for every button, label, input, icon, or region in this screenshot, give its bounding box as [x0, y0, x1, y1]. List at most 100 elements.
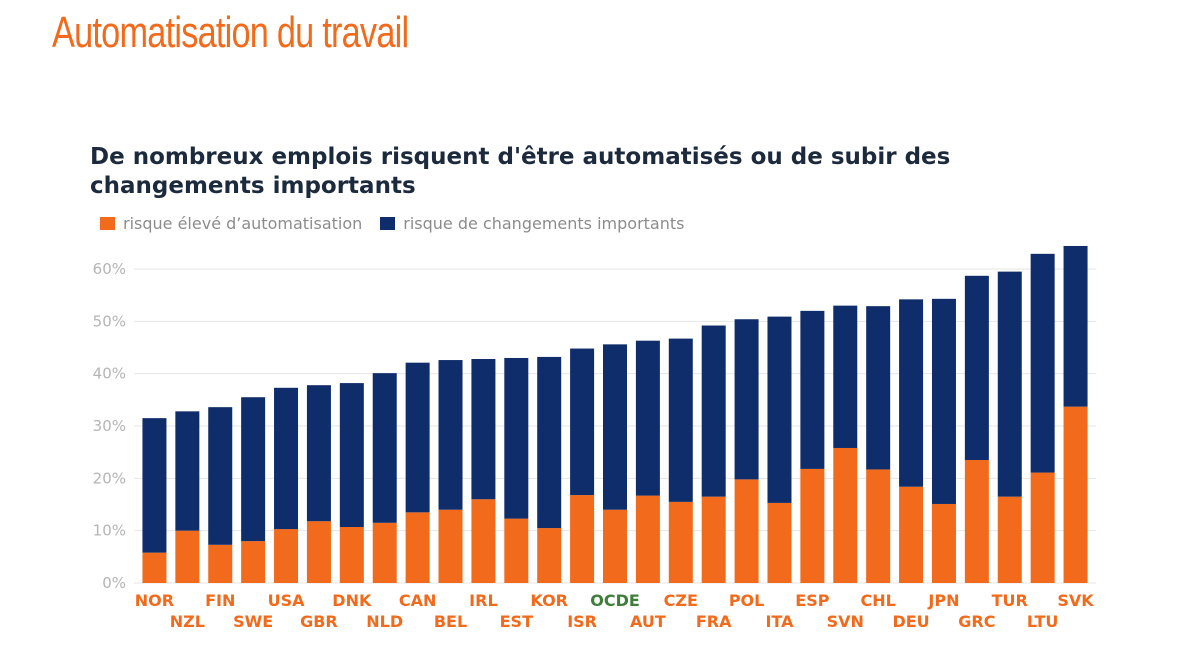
y-tick-label: 0% — [102, 574, 126, 592]
bar-changes-ltu — [1030, 253, 1055, 473]
page-title: Automatisation du travail — [52, 8, 409, 57]
bar-changes-isr — [570, 348, 595, 496]
x-tick-label-est: EST — [500, 612, 533, 631]
bar-changes-pol — [734, 319, 759, 480]
x-tick-label-nld: NLD — [366, 612, 403, 631]
bar-automation-esp — [800, 468, 825, 583]
bar-changes-nor — [142, 418, 167, 553]
bar-automation-swe — [241, 541, 266, 583]
x-tick-label-grc: GRC — [958, 612, 995, 631]
bar-changes-bel — [438, 360, 463, 510]
bar-changes-usa — [274, 387, 299, 530]
bar-changes-grc — [964, 275, 989, 461]
bar-changes-gbr — [306, 385, 331, 522]
x-tick-label-svn: SVN — [827, 612, 864, 631]
chart-legend: risque élevé d’automatisation risque de … — [100, 214, 684, 233]
y-tick-label: 60% — [93, 260, 126, 278]
bar-changes-cze — [668, 338, 693, 502]
bar-automation-deu — [899, 486, 924, 583]
bar-automation-kor — [537, 528, 562, 583]
legend-label-automation: risque élevé d’automatisation — [123, 214, 363, 233]
x-tick-label-chl: CHL — [861, 591, 896, 610]
legend-item-changes: risque de changements importants — [380, 214, 684, 233]
bar-automation-tur — [997, 496, 1022, 583]
bar-automation-nld — [372, 522, 397, 583]
bar-changes-chl — [866, 306, 891, 470]
bar-automation-svn — [833, 447, 858, 583]
bar-changes-tur — [997, 271, 1022, 497]
y-tick-label: 20% — [93, 469, 126, 487]
bar-changes-esp — [800, 310, 825, 469]
bar-automation-nor — [142, 552, 167, 583]
y-tick-label: 50% — [93, 312, 126, 330]
bar-automation-chl — [866, 469, 891, 583]
bar-automation-svk — [1063, 406, 1088, 583]
bar-automation-bel — [438, 509, 463, 583]
x-tick-label-ltu: LTU — [1027, 612, 1058, 631]
bar-automation-nzl — [175, 530, 200, 583]
x-tick-label-pol: POL — [729, 591, 765, 610]
bar-automation-ltu — [1030, 472, 1055, 583]
bar-changes-deu — [899, 299, 924, 487]
bar-changes-jpn — [931, 298, 956, 504]
x-tick-label-dnk: DNK — [332, 591, 372, 610]
x-tick-label-bel: BEL — [434, 612, 467, 631]
x-tick-label-isr: ISR — [567, 612, 597, 631]
x-tick-label-ita: ITA — [765, 612, 794, 631]
x-tick-label-cze: CZE — [664, 591, 698, 610]
x-tick-label-jpn: JPN — [927, 591, 959, 610]
bar-changes-swe — [241, 397, 266, 542]
x-tick-label-tur: TUR — [992, 591, 1028, 610]
bar-changes-ita — [767, 316, 792, 503]
x-tick-label-deu: DEU — [892, 612, 929, 631]
bar-changes-ocde — [603, 344, 627, 510]
bar-changes-dnk — [339, 383, 364, 528]
legend-swatch-automation — [100, 217, 115, 230]
bar-changes-svk — [1063, 245, 1088, 407]
bar-automation-est — [504, 518, 529, 583]
bar-changes-aut — [635, 340, 660, 496]
bar-automation-isr — [570, 495, 595, 583]
bar-changes-can — [405, 362, 430, 513]
bar-automation-irl — [471, 499, 496, 583]
chart-title: De nombreux emplois risquent d'être auto… — [90, 144, 951, 199]
x-tick-label-fra: FRA — [696, 612, 732, 631]
bar-automation-dnk — [339, 527, 364, 583]
x-tick-label-can: CAN — [399, 591, 437, 610]
bar-automation-cze — [668, 501, 693, 583]
bar-automation-ocde — [603, 509, 627, 583]
legend-item-automation: risque élevé d’automatisation — [100, 214, 362, 233]
x-tick-label-ocde: OCDE — [590, 591, 640, 610]
bar-changes-irl — [471, 359, 496, 500]
x-tick-label-kor: KOR — [530, 591, 568, 610]
y-tick-label: 30% — [93, 417, 126, 435]
x-tick-label-swe: SWE — [233, 612, 273, 631]
legend-swatch-changes — [380, 217, 396, 230]
bar-changes-kor — [537, 356, 562, 529]
bar-changes-fra — [701, 325, 726, 497]
y-tick-label: 10% — [93, 522, 126, 540]
bar-changes-nld — [372, 373, 397, 523]
x-tick-label-aut: AUT — [630, 612, 666, 631]
x-tick-label-svk: SVK — [1057, 591, 1094, 610]
bar-automation-fra — [701, 496, 726, 583]
x-tick-label-usa: USA — [268, 591, 306, 610]
bar-automation-fin — [208, 544, 233, 583]
x-tick-label-fin: FIN — [205, 591, 235, 610]
bar-automation-grc — [964, 460, 989, 583]
bar-changes-nzl — [175, 411, 200, 531]
bar-automation-jpn — [931, 503, 956, 583]
bar-automation-aut — [635, 495, 660, 583]
legend-label-changes: risque de changements importants — [403, 214, 685, 233]
bar-automation-pol — [734, 479, 759, 583]
y-tick-label: 40% — [93, 365, 126, 383]
x-tick-label-nzl: NZL — [170, 612, 205, 631]
bar-changes-est — [504, 357, 529, 519]
x-tick-label-irl: IRL — [469, 591, 497, 610]
bar-changes-fin — [208, 407, 233, 545]
bar-automation-gbr — [306, 521, 331, 583]
bar-automation-can — [405, 512, 430, 583]
x-tick-label-gbr: GBR — [300, 612, 338, 631]
bar-automation-usa — [274, 529, 299, 583]
